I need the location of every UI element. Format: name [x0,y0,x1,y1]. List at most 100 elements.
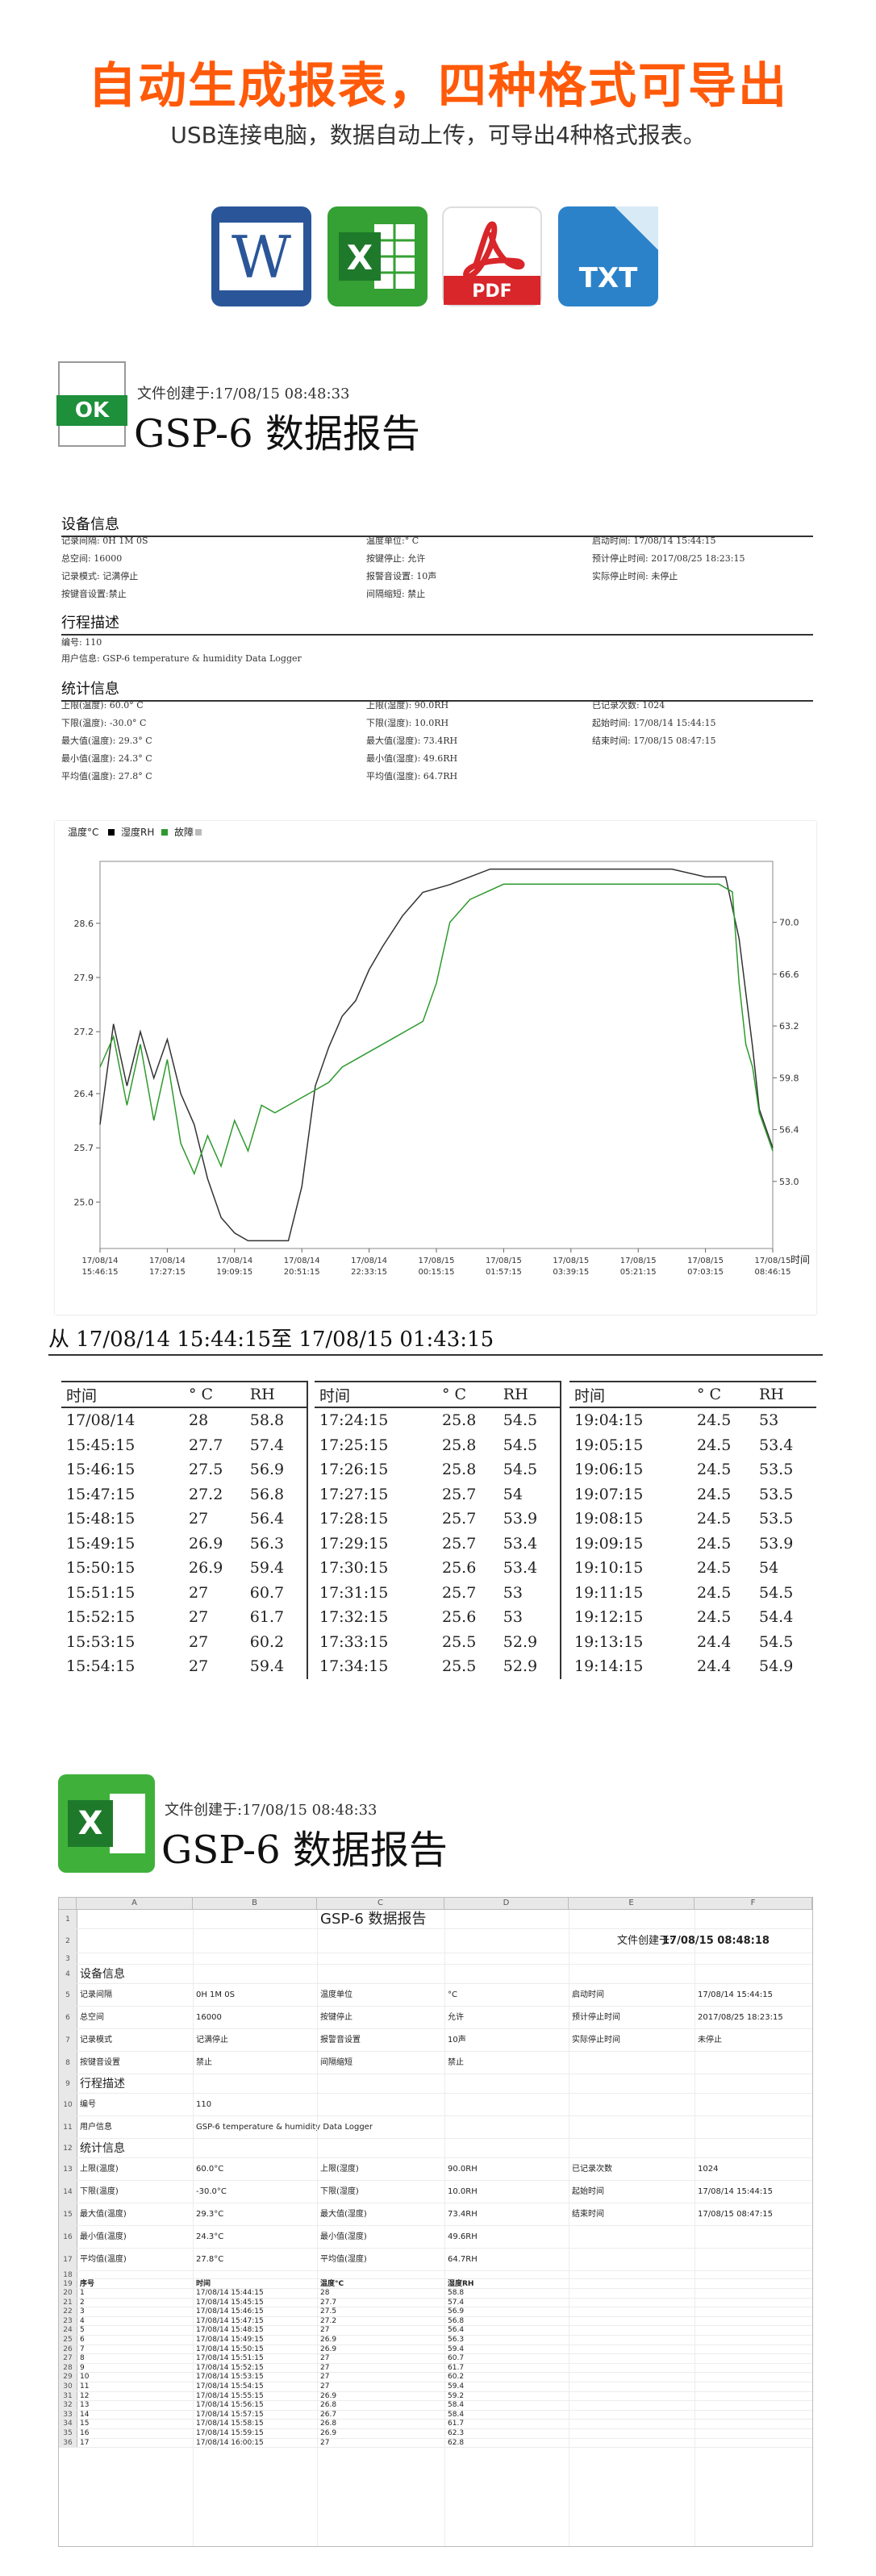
table-cell: 60.2 [244,1629,309,1654]
sheet-cell: 2 [80,2298,85,2307]
row-number: 5 [59,1984,77,2007]
table-cell: 24.5 [697,1436,732,1454]
stats-item: 最小值(温度): 24.3° C [61,753,152,764]
sheet-cell: 报警音设置 [320,2036,361,2045]
x-tick-time: 22:33:15 [351,1268,387,1277]
row-number: 21 [59,2298,77,2308]
sheet-cell: 最小值(温度) [80,2232,127,2241]
table-cell: 24.4 [697,1657,732,1676]
table-cell: 15:49:15 [66,1534,136,1553]
excel-sheet[interactable]: A B C D E F 1 GSP-6 数据报告 2 文件创建于: 17/08/15 08:48:1… [58,1897,813,2547]
sheet-cell: 17/08/14 15:44:15 [698,2187,774,2196]
stats-item: 下限(温度): -30.0° C [61,718,147,728]
table-cell: 17:33:15 [319,1632,389,1651]
y-right-tick-label: 70.0 [779,918,799,928]
row-number: 7 [59,2029,77,2052]
table-cell: 24.5 [697,1411,732,1430]
row-number: 2 [59,1929,77,1953]
table-row: 19:09:15 24.5 53.9 [569,1532,816,1557]
excel-icon: X [327,206,428,306]
sheet-cell: GSP-6 数据报告 [320,1911,427,1928]
y-right-tick-label: 59.8 [779,1073,799,1083]
table-cell: 17:29:15 [319,1534,389,1553]
temperature-humidity-chart: 温度°C 湿度RH 故障 25.0 25.7 26.4 27.2 27.9 28.6 53.0 56… [68,826,810,1277]
column-header: D [444,1898,569,1910]
data-table-block: 时间 ° C RH 19:04:15 24.5 53 19:05:15 24.5 53.4 19:… [569,1381,816,1679]
table-row: 15:53:15 27 60.2 [61,1629,309,1654]
x-tick-time: 07:03:15 [687,1268,724,1277]
table-cell: 53.4 [498,1556,562,1581]
table-row: 17/08/14 28 58.8 [61,1407,309,1433]
sheet-cell: 已记录次数 [572,2165,612,2174]
table-cell: 25.8 [442,1411,477,1430]
table-cell: 26.9 [189,1534,223,1553]
sheet-cell: 57.4 [448,2298,465,2307]
table-cell: 15:52:15 [66,1608,136,1627]
sheet-cell: 用户信息 [80,2123,112,2132]
table-row: 15:47:15 27.2 56.8 [61,1482,309,1507]
sheet-cell: 56.4 [448,2326,465,2335]
table-cell: 25.5 [442,1657,477,1676]
sheet-cell: 17/08/14 15:57:15 [196,2410,264,2419]
legend-label: 温度°C [68,826,98,838]
col-line [193,1910,194,2546]
x-tick-date: 17/08/15 [687,1257,724,1265]
x-tick-time: 03:39:15 [553,1268,589,1277]
device-info-item: 启动时间: 17/08/14 15:44:15 [592,536,716,546]
excel-file-icon: X [58,1774,155,1873]
table-cell: 17:34:15 [319,1657,389,1676]
ok-label: OK [56,395,127,426]
table-row: 17:33:15 25.5 52.9 [315,1629,562,1654]
column-header: RH [498,1381,562,1408]
sheet-cell: 59.4 [448,2382,465,2391]
sheet-cell: 62.8 [448,2438,465,2447]
row-number: 19 [59,2279,77,2289]
table-cell: 54.9 [759,1657,794,1676]
table-row: 15:45:15 27.7 57.4 [61,1432,309,1457]
stats-item: 上限(温度): 60.0° C [61,700,144,711]
sheet-cell: 2017/08/25 18:23:15 [698,2013,783,2022]
sheet-cell: 10.0RH [448,2187,478,2196]
table-cell: 19:07:15 [574,1485,644,1503]
table-cell: 17:27:15 [319,1485,389,1503]
col-line [444,1910,445,2546]
sheet-cell: 总空间 [80,2013,104,2022]
table-cell: 53.4 [498,1531,562,1556]
series-line-temperature [99,868,774,1242]
table-cell: 26.9 [189,1559,223,1578]
page-subtitle: USB连接电脑，数据自动上传，可导出4种格式报表。 [170,122,706,148]
table-row: 17:28:15 25.7 53.9 [315,1507,562,1532]
sheet-cell: 4 [80,2316,85,2325]
device-info-item: 总空间: 16000 [61,553,123,564]
sheet-cell: 下限(湿度) [320,2187,359,2196]
row-number: 25 [59,2336,77,2345]
table-cell: 54.5 [498,1457,562,1482]
stats-item: 上限(湿度): 90.0RH [366,700,449,711]
sheet-cell: 12 [80,2391,90,2400]
txt-icon: TXT [558,206,658,306]
sheet-cell: 61.7 [448,2420,465,2428]
sheet-cell: 27 [320,2326,330,2335]
row-number: 30 [59,2382,77,2392]
sheet-cell: 启动时间 [572,1990,604,1999]
column-header: RH [244,1381,309,1408]
sheet-cell: 56.8 [448,2316,465,2325]
row-number: 4 [59,1965,77,1984]
table-cell: 17:30:15 [319,1559,389,1578]
table-cell: 56.8 [244,1482,309,1507]
row-number: 22 [59,2307,77,2317]
y-left-tick-label: 28.6 [74,919,94,929]
sheet-cell: 58.4 [448,2410,465,2419]
table-row: 19:08:15 24.5 53.5 [569,1507,816,1532]
table-cell: 53.5 [759,1510,794,1528]
sheet-cell: 序号 [80,2280,95,2288]
sheet-cell: 10声 [448,2036,466,2045]
table-cell: 17:28:15 [319,1510,389,1528]
sheet-cell: 未停止 [698,2036,722,2045]
table-cell: 53.4 [759,1436,794,1454]
sheet-cell: 27 [320,2363,330,2372]
data-range: 从 17/08/14 15:44:15至 17/08/15 01:43:15 [48,1323,823,1356]
sheet-cell: 按键音设置 [80,2058,120,2067]
stats-item: 平均值(湿度): 64.7RH [366,771,458,782]
column-header: 时间 [315,1381,437,1408]
